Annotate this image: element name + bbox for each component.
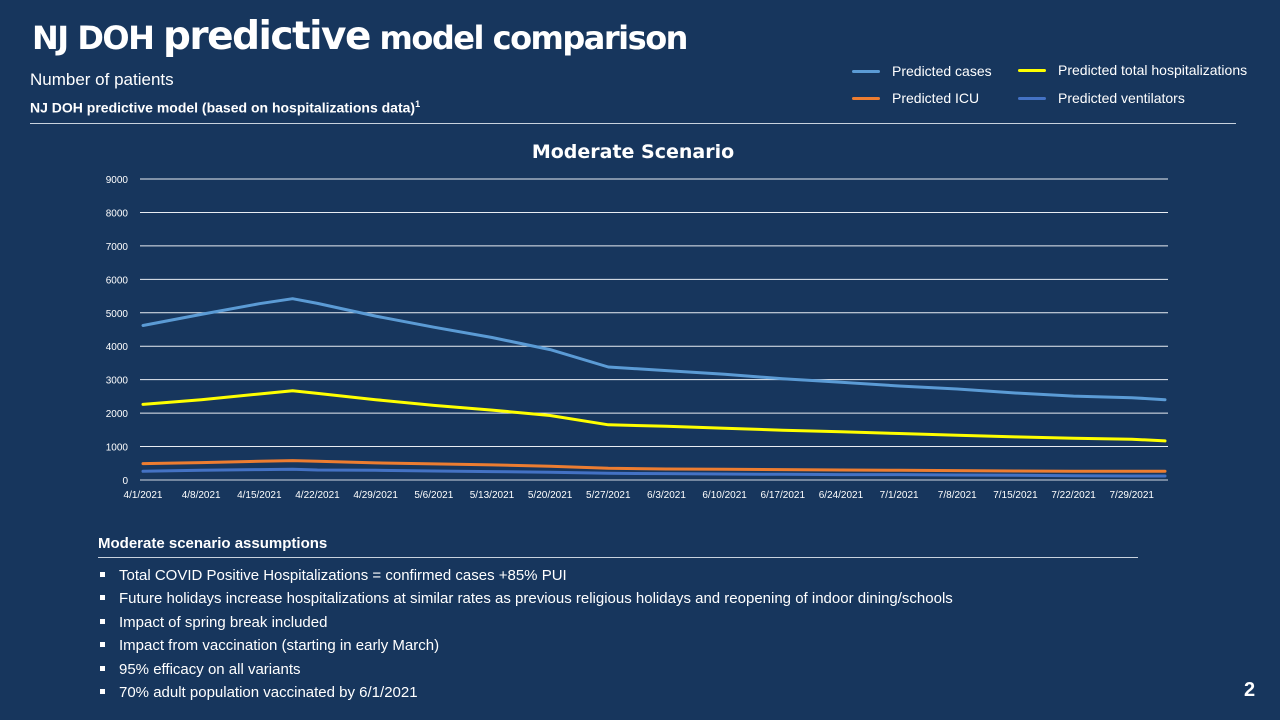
assumption-text: 95% efficacy on all variants [119, 660, 301, 678]
x-tick-label: 7/8/2021 [938, 490, 977, 501]
assumption-item: 70% adult population vaccinated by 6/1/2… [98, 683, 953, 706]
legend-item-ventilators: Predicted ventilators [1018, 90, 1185, 106]
assumption-text: Future holidays increase hospitalization… [119, 590, 953, 608]
x-tick-label: 6/17/2021 [761, 490, 806, 501]
slide-title: NJ DOH predictive model comparison [32, 14, 689, 59]
assumptions-list: Total COVID Positive Hospitalizations = … [98, 566, 953, 706]
chart-title: Moderate Scenario [532, 141, 734, 163]
x-tick-label: 4/8/2021 [182, 490, 221, 501]
y-tick-label: 5000 [106, 309, 129, 320]
chart-gridlines [140, 178, 1168, 481]
bullet-square-icon [100, 618, 105, 624]
model-subtitle: NJ DOH predictive model (based on hospit… [30, 99, 420, 116]
assumption-item: Impact of spring break included [98, 613, 953, 636]
x-tick-label: 7/15/2021 [993, 490, 1038, 501]
bullet-square-icon [100, 572, 105, 577]
y-axis-labels: 0 1000 2000 3000 4000 5000 6000 7000 8000 9000 [106, 175, 129, 487]
assumption-text: 70% adult population vaccinated by 6/1/2… [119, 683, 418, 701]
y-tick-label: 8000 [106, 208, 129, 219]
x-tick-label: 4/22/2021 [295, 490, 340, 501]
assumption-item: Impact from vaccination (starting in ear… [98, 636, 953, 659]
x-tick-label: 7/22/2021 [1051, 490, 1096, 501]
legend-item-cases: Predicted cases [852, 63, 992, 79]
x-axis-labels: 4/1/2021 4/8/2021 4/15/2021 4/22/2021 4/29/2… [124, 490, 1155, 501]
legend-label-cases: Predicted cases [892, 63, 992, 79]
x-tick-label: 7/29/2021 [1110, 490, 1155, 501]
x-tick-label: 5/27/2021 [586, 490, 631, 501]
x-tick-label: 4/1/2021 [124, 490, 163, 501]
model-subtitle-text: NJ DOH predictive model (based on hospit… [30, 99, 416, 116]
x-tick-label: 6/10/2021 [702, 490, 747, 501]
legend-swatch-hospitalizations [1018, 68, 1046, 72]
legend-item-icu: Predicted ICU [852, 90, 979, 106]
bullet-square-icon [100, 665, 105, 671]
chart-series [141, 297, 1167, 478]
y-tick-label: 6000 [106, 275, 129, 286]
legend-label-ventilators: Predicted ventilators [1058, 90, 1185, 106]
legend-swatch-icu [852, 96, 880, 100]
y-tick-label: 7000 [106, 242, 129, 253]
bullet-square-icon [100, 642, 105, 648]
x-tick-label: 5/20/2021 [528, 490, 573, 501]
x-tick-label: 4/29/2021 [353, 490, 398, 501]
legend-swatch-cases [852, 69, 880, 73]
assumption-item: Total COVID Positive Hospitalizations = … [98, 566, 953, 589]
y-tick-label: 1000 [106, 443, 129, 454]
bullet-square-icon [100, 688, 105, 694]
x-tick-label: 5/13/2021 [470, 490, 515, 501]
legend-item-hospitalizations: Predicted total hospitalizations [1018, 62, 1247, 78]
x-tick-label: 6/24/2021 [819, 490, 864, 501]
legend-label-icu: Predicted ICU [892, 90, 980, 106]
y-tick-label: 3000 [106, 376, 129, 387]
x-tick-label: 6/3/2021 [647, 490, 686, 501]
series-line-predicted-icu [141, 459, 1167, 473]
title-part1: NJ DOH [32, 19, 155, 57]
title-part3: model comparison [379, 19, 689, 57]
assumption-text: Impact of spring break included [119, 613, 328, 631]
x-tick-label: 5/6/2021 [414, 490, 453, 501]
assumption-item: Future holidays increase hospitalization… [98, 589, 953, 612]
assumptions-divider [98, 557, 1138, 558]
moderate-scenario-chart: Moderate Scenario 0 1000 2000 3000 4000 5000 6… [106, 141, 1168, 501]
y-tick-label: 2000 [106, 409, 129, 420]
x-tick-label: 4/15/2021 [237, 490, 282, 501]
legend-swatch-ventilators [1018, 96, 1046, 100]
footnote-marker: 1 [415, 99, 421, 109]
subtitle: Number of patients [30, 70, 174, 89]
y-tick-label: 4000 [106, 342, 129, 353]
bullet-square-icon [100, 595, 105, 601]
assumption-text: Impact from vaccination (starting in ear… [119, 637, 440, 655]
assumptions-title: Moderate scenario assumptions [98, 535, 328, 552]
legend-label-hospitalizations: Predicted total hospitalizations [1058, 62, 1248, 78]
series-line-predicted-cases [141, 297, 1167, 402]
header-divider [30, 123, 1236, 124]
title-part2: predictive [163, 14, 371, 59]
y-tick-label: 0 [122, 476, 128, 487]
assumption-text: Total COVID Positive Hospitalizations = … [119, 567, 567, 584]
page-number: 2 [1244, 679, 1256, 701]
y-tick-label: 9000 [106, 175, 129, 186]
assumption-item: 95% efficacy on all variants [98, 660, 953, 683]
series-line-predicted-total-hospitalizations [141, 389, 1167, 443]
x-tick-label: 7/1/2021 [880, 490, 919, 501]
series-line-predicted-ventilators [141, 467, 1167, 478]
